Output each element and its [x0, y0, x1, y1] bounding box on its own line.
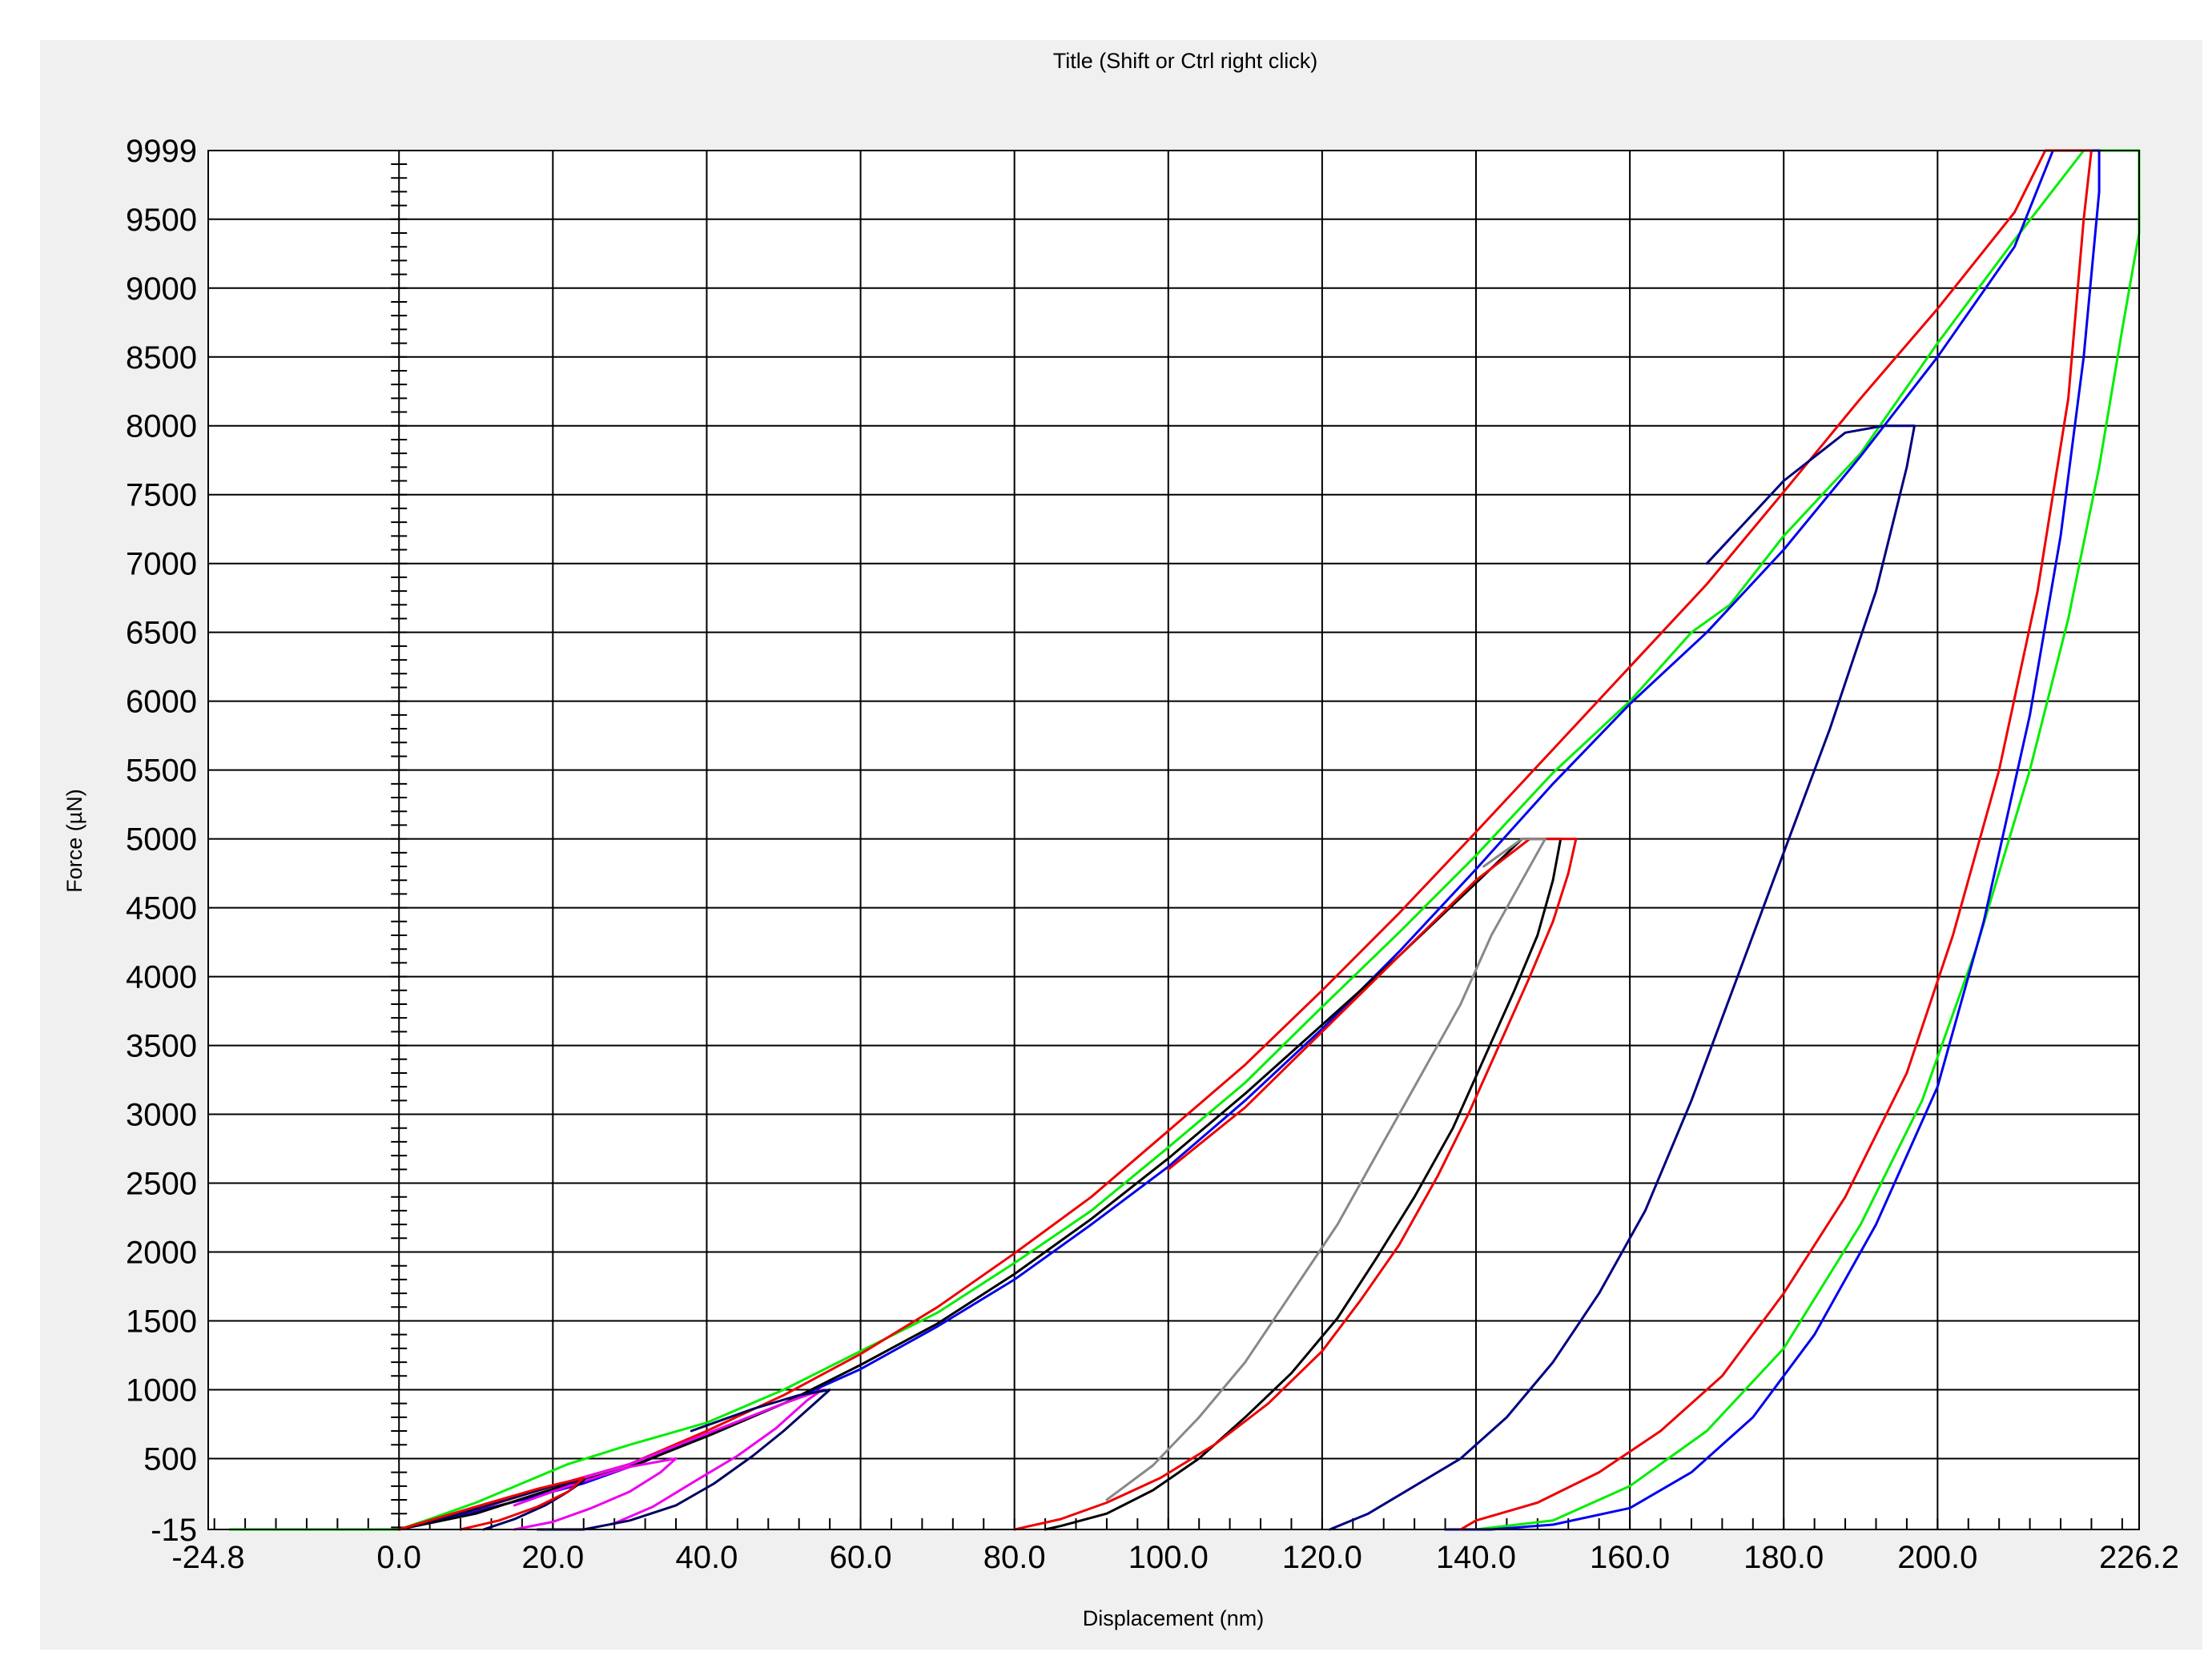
y-tick-label: 2500: [126, 1167, 197, 1202]
x-tick-label: 180.0: [1743, 1540, 1824, 1575]
series-line: [397, 149, 2101, 1531]
y-tick-label: 9999: [126, 134, 197, 169]
x-tick-label: 160.0: [1590, 1540, 1670, 1575]
x-tick-label-layer: -24.8 0.0 20.0 40.0 60.0 80.0 100.0 120.0 140.0 1…: [171, 1540, 2179, 1575]
x-tick-label: 20.0: [521, 1540, 584, 1575]
x-tick-label: 120.0: [1282, 1540, 1362, 1575]
series-line: [536, 1389, 831, 1531]
plot-area: [208, 151, 2139, 1529]
x-tick-label: 140.0: [1436, 1540, 1516, 1575]
y-tick-label: 1000: [126, 1373, 197, 1408]
x-tick-label: 226.2: [2099, 1540, 2179, 1575]
chart-title[interactable]: Title (Shift or Ctrl right click): [1053, 49, 1318, 73]
minor-tick-layer: [213, 163, 2123, 1529]
y-tick-label: 8500: [126, 340, 197, 376]
y-tick-label: 3000: [126, 1098, 197, 1133]
y-tick-label: 2000: [126, 1236, 197, 1271]
x-tick-label: 40.0: [676, 1540, 738, 1575]
series-line: [228, 149, 2141, 1531]
x-axis-title: Displacement (nm): [1083, 1606, 1265, 1630]
x-tick-label: 0.0: [376, 1540, 421, 1575]
series-line: [397, 1479, 585, 1531]
y-tick-label-layer: 9999 9500 9000 8500 8000 7500 7000 6500 6000 5500…: [126, 134, 197, 1548]
series-line: [1105, 838, 1546, 1501]
x-tick-label: -24.8: [171, 1540, 244, 1575]
y-tick-label: -15: [151, 1513, 197, 1548]
y-tick-label: 4000: [126, 960, 197, 995]
grid-layer: [207, 150, 2140, 1530]
series-line: [1013, 838, 1578, 1531]
y-tick-label: 7500: [126, 478, 197, 513]
series-line: [551, 1389, 823, 1525]
x-tick-label: 100.0: [1128, 1540, 1209, 1575]
series-line: [513, 1457, 678, 1531]
y-tick-label: 1500: [126, 1304, 197, 1339]
y-tick-label: 9500: [126, 203, 197, 238]
x-tick-label: 200.0: [1897, 1540, 1977, 1575]
y-tick-label: 500: [143, 1441, 197, 1477]
y-tick-label: 7000: [126, 547, 197, 582]
y-tick-label: 5500: [126, 754, 197, 789]
y-tick-label: 6000: [126, 685, 197, 720]
y-axis-title: Force (µN): [62, 789, 86, 893]
series-line: [397, 149, 2093, 1531]
x-tick-label: 60.0: [830, 1540, 892, 1575]
y-tick-label: 4500: [126, 891, 197, 926]
y-tick-label: 8000: [126, 409, 197, 444]
y-tick-label: 5000: [126, 822, 197, 858]
series-line: [1329, 424, 1916, 1531]
y-tick-label: 9000: [126, 271, 197, 307]
x-tick-label: 80.0: [983, 1540, 1046, 1575]
y-tick-label: 6500: [126, 616, 197, 651]
plot-frame: [207, 150, 2140, 1530]
series-line: [397, 1477, 585, 1531]
series-layer: [228, 149, 2141, 1531]
y-tick-label: 3500: [126, 1029, 197, 1064]
